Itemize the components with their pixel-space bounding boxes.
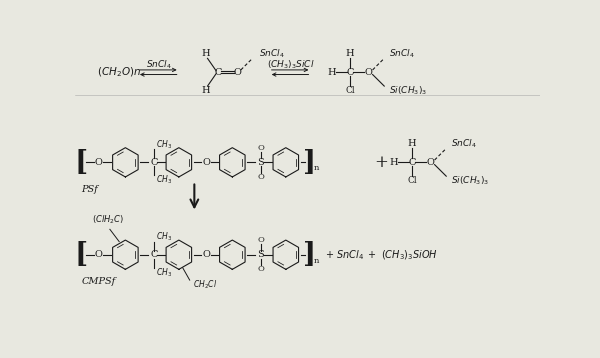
- Text: O: O: [365, 68, 373, 77]
- Text: O: O: [257, 265, 265, 274]
- Text: $CH_3$: $CH_3$: [155, 174, 172, 186]
- Text: $SnCl_4$: $SnCl_4$: [259, 48, 284, 60]
- Text: $SnCl_4$: $SnCl_4$: [389, 48, 415, 60]
- Text: $(ClH_2C)$: $(ClH_2C)$: [92, 214, 124, 226]
- Text: H: H: [346, 49, 355, 58]
- Text: O: O: [427, 158, 434, 167]
- Text: O: O: [257, 173, 265, 181]
- Text: H: H: [202, 49, 210, 58]
- Text: $CH_3$: $CH_3$: [155, 266, 172, 279]
- Text: Cl: Cl: [346, 86, 355, 95]
- Text: C: C: [151, 158, 158, 167]
- Text: CMPSf: CMPSf: [81, 277, 115, 286]
- Text: C: C: [346, 68, 354, 77]
- Text: H: H: [408, 139, 416, 148]
- Text: H: H: [327, 68, 336, 77]
- Text: S: S: [257, 158, 265, 167]
- Text: $Si(CH_3)_3$: $Si(CH_3)_3$: [389, 84, 427, 97]
- Text: O: O: [202, 250, 210, 259]
- Text: O: O: [202, 158, 210, 167]
- Text: $SnCl_4$: $SnCl_4$: [451, 137, 477, 150]
- Text: O: O: [94, 158, 102, 167]
- Text: S: S: [257, 250, 265, 259]
- Text: $+\ SnCl_4\ +\ (CH_3)_3SiOH$: $+\ SnCl_4\ +\ (CH_3)_3SiOH$: [325, 248, 438, 261]
- Text: C: C: [151, 250, 158, 259]
- Text: $SnCl_4$: $SnCl_4$: [146, 58, 172, 71]
- Text: n: n: [314, 257, 319, 265]
- Text: $CH_2Cl$: $CH_2Cl$: [193, 279, 217, 291]
- Text: H: H: [202, 86, 210, 95]
- Text: C: C: [409, 158, 416, 167]
- Text: +: +: [374, 154, 388, 171]
- Text: PSf: PSf: [81, 185, 98, 194]
- Text: $CH_3$: $CH_3$: [155, 138, 172, 151]
- Text: $(CH_3)_3SiCl$: $(CH_3)_3SiCl$: [266, 58, 314, 71]
- Text: O: O: [257, 236, 265, 244]
- Text: ]: ]: [303, 149, 316, 176]
- Text: ]: ]: [303, 241, 316, 268]
- Text: O: O: [257, 144, 265, 152]
- Text: $Si(CH_3)_3$: $Si(CH_3)_3$: [451, 175, 489, 187]
- Text: O: O: [233, 68, 241, 77]
- Text: $(CH_2O)n$: $(CH_2O)n$: [97, 66, 141, 79]
- Text: O: O: [94, 250, 102, 259]
- Text: H: H: [389, 158, 398, 167]
- Text: Cl: Cl: [407, 176, 417, 185]
- Text: [: [: [74, 241, 88, 268]
- Text: n: n: [314, 164, 319, 173]
- Text: $CH_3$: $CH_3$: [155, 231, 172, 243]
- Text: C: C: [215, 68, 222, 77]
- Text: [: [: [74, 149, 88, 176]
